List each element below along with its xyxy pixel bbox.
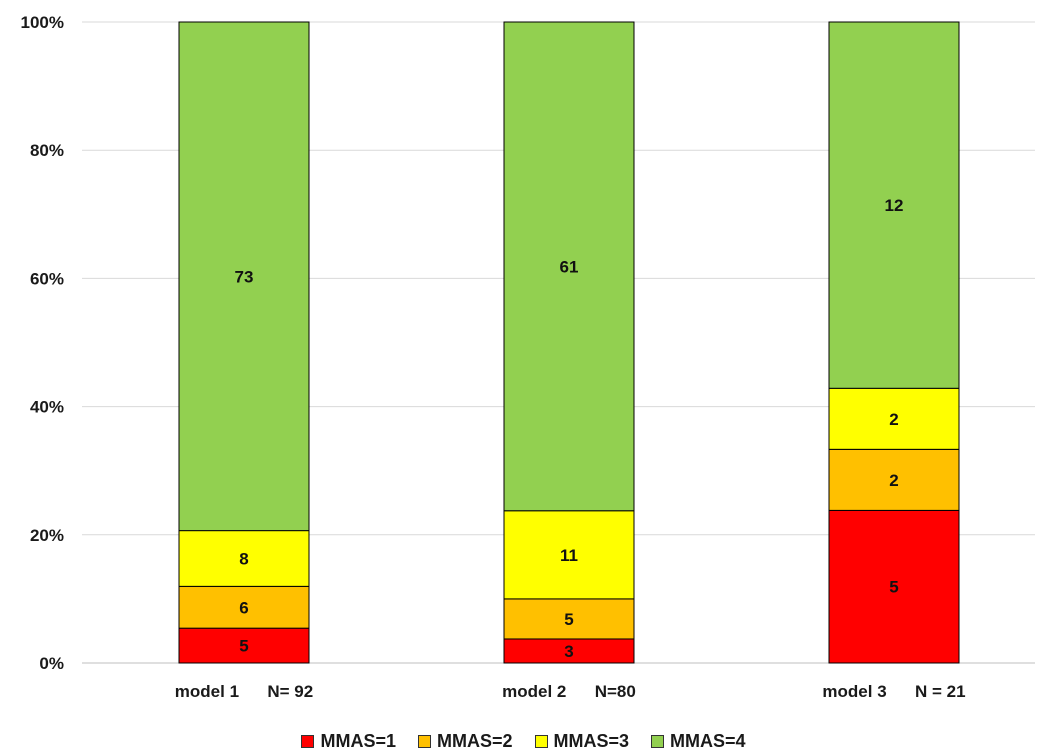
- bars: 5 6 8 73 3 5 11 61 5 2 2 12: [178, 21, 960, 664]
- legend-swatch: [417, 734, 431, 748]
- legend-item: MMAS=4: [651, 731, 746, 752]
- data-label: 61: [560, 257, 579, 276]
- bar-segment: [178, 21, 310, 532]
- data-label: 2: [889, 410, 898, 429]
- legend-swatch: [534, 734, 548, 748]
- data-label: 8: [239, 549, 248, 568]
- y-tick-label: 60%: [30, 269, 64, 288]
- y-tick-label: 80%: [30, 141, 64, 160]
- bar-segment: [503, 510, 635, 600]
- bar-segment: [178, 585, 310, 629]
- data-label: 73: [235, 267, 254, 286]
- legend-label: MMAS=4: [670, 730, 746, 751]
- legend-item: MMAS=2: [417, 730, 513, 752]
- bar-segment: [178, 627, 310, 664]
- category-label: model 1 N= 92: [175, 682, 313, 701]
- data-label: 5: [889, 578, 898, 597]
- legend-label: MMAS=3: [553, 730, 630, 751]
- category-label: model 3 N = 21: [822, 682, 965, 701]
- y-tick-label: 0%: [39, 654, 64, 673]
- legend-swatch: [651, 734, 665, 748]
- bar-segment: [503, 21, 635, 512]
- legend-swatch: [301, 734, 315, 748]
- bar-segment: [828, 387, 960, 450]
- data-label: 5: [239, 637, 248, 656]
- y-tick-label: 40%: [30, 398, 64, 417]
- data-label: 5: [564, 610, 573, 629]
- data-label: 11: [560, 546, 578, 565]
- bar-segment: [503, 598, 635, 640]
- data-label: 6: [239, 598, 248, 617]
- bar-segment: [828, 21, 960, 389]
- bar-segment: [503, 638, 635, 664]
- y-axis-ticks: 0% 20% 40% 60% 80% 100%: [21, 13, 64, 673]
- bar-segment: [178, 530, 310, 587]
- stacked-bar-chart: 0% 20% 40% 60% 80% 100% 5 6 8 73 3 5 11 61 5 2 2 12 mode…: [21, 13, 1035, 701]
- legend-label: MMAS=2: [436, 730, 513, 751]
- y-tick-label: 20%: [30, 526, 64, 545]
- legend-item: MMAS=1: [301, 731, 396, 752]
- data-label: 12: [885, 196, 904, 215]
- legend-label: MMAS=1: [320, 730, 396, 751]
- y-tick-label: 100%: [21, 13, 64, 32]
- bar-segment: [828, 448, 960, 511]
- data-label: 2: [889, 471, 898, 490]
- x-axis-labels: model 1 N= 92 model 2 N=80 model 3 N = 21: [175, 682, 966, 701]
- data-label: 3: [564, 642, 573, 661]
- legend: MMAS=1 MMAS=2 MMAS=3 MMAS=4: [0, 730, 1047, 752]
- category-label: model 2 N=80: [502, 682, 636, 701]
- legend-item: MMAS=3: [534, 730, 630, 752]
- bar-segment: [828, 509, 960, 664]
